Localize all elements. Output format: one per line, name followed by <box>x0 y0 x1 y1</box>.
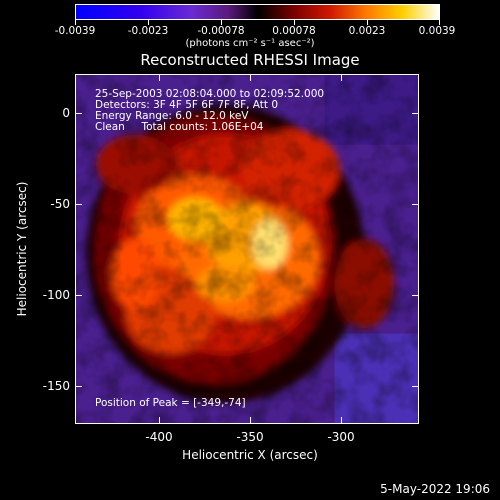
colorbar-tick <box>221 20 222 25</box>
colorbar-units: (photons cm⁻² s⁻¹ asec⁻²) <box>185 38 315 49</box>
colorbar-tick <box>294 20 295 25</box>
y-tick <box>412 295 419 296</box>
y-tick <box>412 113 419 114</box>
date-stamp: 5-May-2022 19:06 <box>380 482 490 496</box>
y-tick-label: 0 <box>62 106 70 120</box>
time-range-text: 25-Sep-2003 02:08:04.000 to 02:09:52.000 <box>95 88 325 100</box>
plot-title: Reconstructed RHESSI Image <box>140 51 360 69</box>
x-tick-label: -400 <box>145 430 173 444</box>
colorbar-tick <box>439 20 440 25</box>
colorbar-tick-label: -0.0039 <box>54 25 96 37</box>
colorbar-tick-label: 0.00078 <box>272 25 316 37</box>
y-tick-label: -150 <box>42 379 70 393</box>
colorbar-tick-label: -0.0023 <box>127 25 169 37</box>
y-tick <box>75 113 82 114</box>
x-tick <box>341 417 342 424</box>
x-tick <box>250 74 251 81</box>
y-tick-label: -100 <box>42 288 70 302</box>
x-tick-label: -350 <box>236 430 264 444</box>
colorbar <box>75 4 440 20</box>
y-tick <box>412 386 419 387</box>
image-plot: 25-Sep-2003 02:08:04.000 to 02:09:52.000… <box>75 74 419 424</box>
x-tick-label: -300 <box>327 430 355 444</box>
colorbar-tick <box>75 20 76 25</box>
x-tick <box>341 74 342 81</box>
y-tick <box>412 204 419 205</box>
heatmap-image <box>76 75 418 423</box>
colorbar-tick <box>367 20 368 25</box>
y-tick-label: -50 <box>50 197 70 211</box>
y-tick <box>75 204 82 205</box>
x-tick <box>159 417 160 424</box>
y-tick <box>75 295 82 296</box>
colorbar-tick <box>148 20 149 25</box>
detectors-text: Detectors: 3F 4F 5F 6F 7F 8F, Att 0 <box>95 99 279 111</box>
peak-position-text: Position of Peak = [-349,-74] <box>95 397 246 409</box>
x-tick <box>159 74 160 81</box>
x-tick <box>250 417 251 424</box>
colorbar-tick-label: 0.0039 <box>418 25 456 37</box>
energy-range-text: Energy Range: 6.0 - 12.0 keV <box>95 110 249 122</box>
colorbar-tick-label: 0.0023 <box>348 25 386 37</box>
x-axis-title: Heliocentric X (arcsec) <box>182 448 318 462</box>
colorbar-tick-label: -0.00078 <box>197 25 245 37</box>
total-counts-text: Clean Total counts: 1.06E+04 <box>95 121 264 133</box>
y-axis-title: Heliocentric Y (arcsec) <box>15 181 29 317</box>
y-tick <box>75 386 82 387</box>
